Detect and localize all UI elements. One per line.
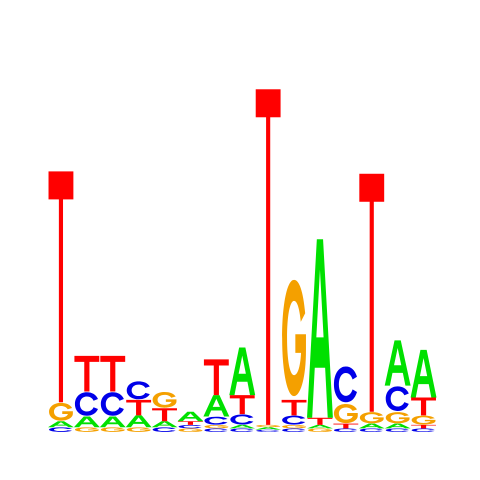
letter-A <box>255 427 282 430</box>
letter-G <box>308 428 332 432</box>
letter-A <box>307 239 333 418</box>
letter-T <box>100 355 126 392</box>
letter-C <box>204 428 228 432</box>
letter-C <box>204 416 228 425</box>
logo-column <box>333 366 359 432</box>
letter-C <box>152 427 176 432</box>
letter-T-cap <box>359 173 385 202</box>
letter-G <box>333 404 358 424</box>
letter-C <box>230 414 254 425</box>
letter-A <box>151 421 178 428</box>
letter-A <box>384 340 411 386</box>
letter-T-stem <box>58 189 64 403</box>
logo-column <box>281 279 307 432</box>
logo-column <box>151 392 178 432</box>
letter-G <box>74 427 99 432</box>
letter-T <box>307 417 333 425</box>
logo-column <box>99 355 126 432</box>
letter-G <box>411 415 436 425</box>
letter-C <box>100 392 124 416</box>
letter-T-cap <box>48 171 74 200</box>
logo-column <box>255 89 282 432</box>
letter-A <box>177 411 204 422</box>
letter-T <box>126 399 152 416</box>
letter-C <box>411 428 435 432</box>
logo-column <box>358 173 385 432</box>
letter-T <box>178 421 203 425</box>
letter-G <box>385 412 410 424</box>
letter-G <box>126 427 151 432</box>
letter-G <box>282 424 306 429</box>
letter-A <box>203 395 230 417</box>
letter-G <box>282 279 306 397</box>
letter-G <box>152 392 177 408</box>
letter-C <box>333 366 357 403</box>
letter-G <box>178 428 203 432</box>
letter-C <box>256 429 280 432</box>
letter-T <box>333 423 359 429</box>
logo-column <box>229 347 256 432</box>
letter-C <box>282 415 306 425</box>
letter-C <box>385 428 409 432</box>
letter-A <box>358 423 385 429</box>
letter-C <box>49 427 73 432</box>
letter-T <box>281 399 307 416</box>
letter-T-cap <box>255 89 281 118</box>
letter-T <box>203 359 229 396</box>
letter-A <box>410 349 437 398</box>
logo-column <box>177 411 204 432</box>
letter-A <box>125 415 152 428</box>
letter-A <box>73 416 100 428</box>
letter-C <box>333 428 357 432</box>
logo-column <box>203 359 230 432</box>
letter-C <box>74 392 98 416</box>
letter-C <box>126 381 150 400</box>
letter-A <box>384 423 411 429</box>
letter-T <box>74 355 100 392</box>
letter-A <box>48 421 74 428</box>
letter-T-stem <box>266 107 271 425</box>
letter-C <box>230 428 254 432</box>
letter-G <box>100 427 125 432</box>
letter-C <box>282 428 306 432</box>
letter-A <box>99 416 126 428</box>
letter-T <box>152 408 177 422</box>
letter-T <box>229 395 255 415</box>
logo-column <box>410 349 437 432</box>
letter-G <box>204 424 229 429</box>
letter-C <box>359 428 383 432</box>
logo-column <box>125 381 152 432</box>
logo-column <box>384 340 411 432</box>
letter-T <box>411 424 436 429</box>
logo-column <box>73 355 100 432</box>
letter-C <box>385 386 409 411</box>
letter-A <box>229 347 256 396</box>
letter-C <box>178 424 202 429</box>
letter-G <box>49 402 73 421</box>
letter-A <box>307 424 333 429</box>
letter-A <box>229 424 256 429</box>
letter-T-stem <box>369 191 374 412</box>
letter-G <box>359 412 384 424</box>
letter-T <box>411 397 436 416</box>
logo-column <box>307 239 333 432</box>
letter-G <box>256 424 281 428</box>
logo-column <box>48 171 74 432</box>
